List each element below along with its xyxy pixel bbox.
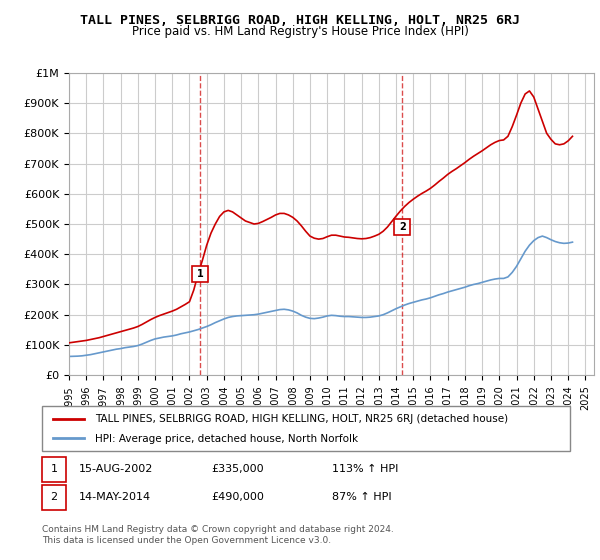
Text: 2: 2 <box>50 492 58 502</box>
FancyBboxPatch shape <box>42 485 66 510</box>
FancyBboxPatch shape <box>42 457 66 482</box>
Text: Contains HM Land Registry data © Crown copyright and database right 2024.
This d: Contains HM Land Registry data © Crown c… <box>42 525 394 545</box>
Text: £335,000: £335,000 <box>211 464 263 474</box>
Text: 2: 2 <box>399 222 406 232</box>
Text: 113% ↑ HPI: 113% ↑ HPI <box>332 464 399 474</box>
Text: 87% ↑ HPI: 87% ↑ HPI <box>332 492 392 502</box>
Text: £490,000: £490,000 <box>211 492 264 502</box>
Text: 1: 1 <box>197 269 203 279</box>
Text: TALL PINES, SELBRIGG ROAD, HIGH KELLING, HOLT, NR25 6RJ (detached house): TALL PINES, SELBRIGG ROAD, HIGH KELLING,… <box>95 414 508 424</box>
Text: HPI: Average price, detached house, North Norfolk: HPI: Average price, detached house, Nort… <box>95 434 358 444</box>
Text: 14-MAY-2014: 14-MAY-2014 <box>79 492 151 502</box>
FancyBboxPatch shape <box>42 406 570 451</box>
Text: 1: 1 <box>50 464 58 474</box>
Text: 15-AUG-2002: 15-AUG-2002 <box>79 464 154 474</box>
Text: TALL PINES, SELBRIGG ROAD, HIGH KELLING, HOLT, NR25 6RJ: TALL PINES, SELBRIGG ROAD, HIGH KELLING,… <box>80 14 520 27</box>
Text: Price paid vs. HM Land Registry's House Price Index (HPI): Price paid vs. HM Land Registry's House … <box>131 25 469 38</box>
